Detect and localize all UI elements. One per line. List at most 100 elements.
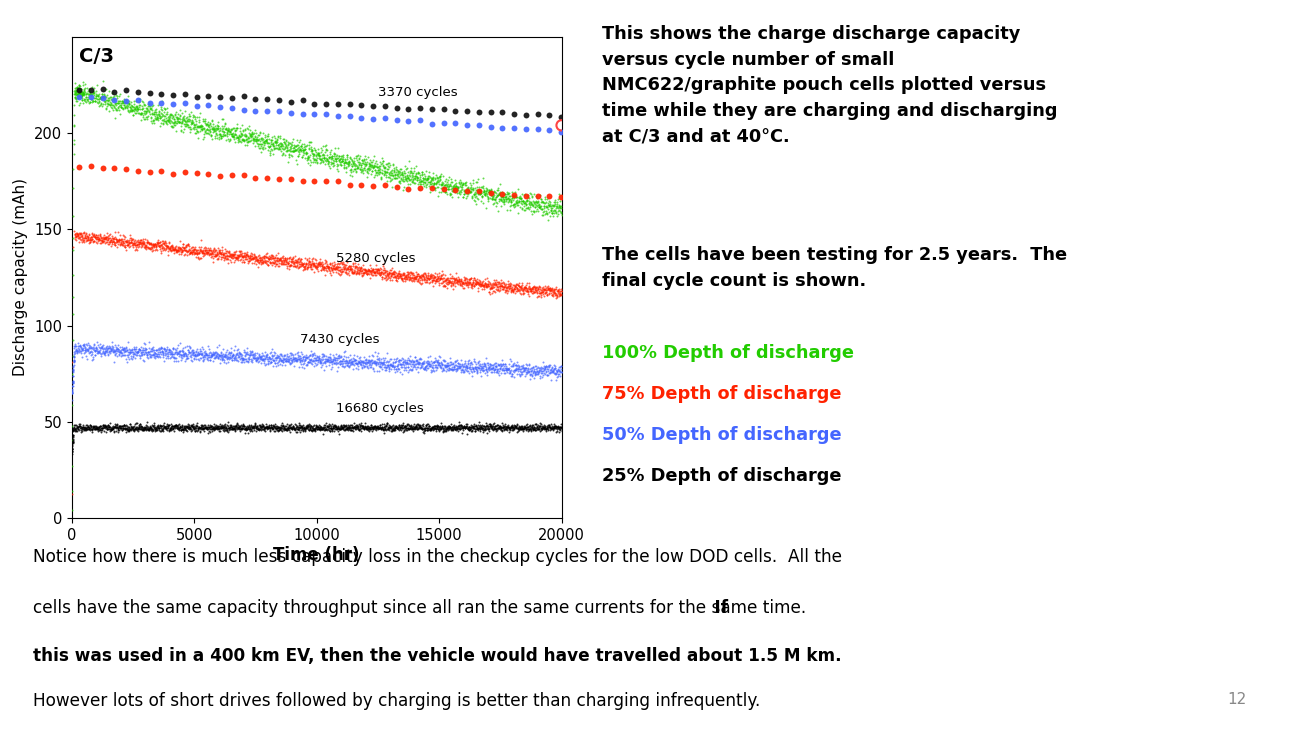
Point: [266, 420, 287, 431]
Point: [212, 352, 232, 364]
Point: [78, 237, 99, 248]
Point: [350, 356, 371, 368]
Point: [311, 257, 332, 269]
Point: [406, 421, 427, 433]
Point: [61, 386, 82, 398]
Point: [538, 420, 559, 432]
Point: [340, 170, 360, 182]
Point: [137, 237, 158, 248]
Point: [317, 154, 338, 166]
Point: [368, 359, 389, 371]
Point: [474, 278, 495, 290]
Point: [407, 268, 428, 279]
Point: [238, 123, 259, 135]
Point: [512, 195, 533, 207]
Point: [466, 278, 487, 290]
Point: [434, 183, 454, 195]
Point: [306, 420, 326, 432]
Point: [137, 416, 158, 428]
Point: [475, 364, 496, 376]
Point: [462, 363, 483, 375]
Point: [151, 108, 172, 120]
Point: [308, 423, 329, 435]
Point: [312, 256, 333, 268]
Point: [189, 114, 210, 126]
Point: [390, 424, 411, 436]
Point: [353, 267, 374, 279]
Point: [276, 352, 296, 364]
Point: [80, 346, 101, 358]
Point: [98, 343, 119, 354]
Point: [532, 286, 552, 298]
Point: [496, 420, 517, 432]
Point: [426, 177, 447, 189]
Point: [470, 360, 491, 372]
Point: [499, 282, 520, 294]
Point: [196, 348, 217, 359]
Point: [238, 421, 259, 433]
Point: [209, 348, 230, 360]
Point: [302, 145, 323, 157]
Point: [256, 421, 277, 433]
Point: [550, 289, 571, 301]
Point: [246, 422, 266, 434]
Point: [183, 109, 204, 121]
Point: [296, 262, 317, 273]
Point: [268, 143, 289, 155]
Point: [334, 154, 355, 165]
Point: [445, 274, 466, 286]
Point: [176, 421, 197, 433]
Point: [538, 200, 559, 212]
Point: [290, 422, 311, 434]
Point: [78, 232, 99, 244]
Point: [343, 359, 364, 370]
Point: [326, 365, 347, 376]
Point: [454, 179, 475, 191]
Point: [332, 360, 353, 372]
Point: [435, 270, 456, 282]
Point: [379, 157, 400, 169]
Point: [193, 123, 214, 135]
Point: [187, 348, 208, 360]
Point: [252, 354, 273, 365]
Point: [97, 98, 118, 110]
Point: [499, 426, 520, 438]
Point: [155, 422, 176, 434]
Point: [477, 365, 498, 377]
Point: [421, 365, 441, 376]
Point: [150, 247, 171, 259]
Point: [526, 204, 547, 215]
Point: [187, 422, 208, 434]
Point: [316, 154, 337, 166]
Point: [214, 420, 235, 431]
Point: [199, 118, 219, 129]
Point: [404, 273, 424, 284]
Point: [195, 248, 215, 260]
Point: [136, 111, 157, 123]
Point: [362, 420, 383, 432]
Point: [492, 358, 513, 370]
Point: [538, 287, 559, 298]
Point: [349, 264, 370, 276]
Point: [218, 251, 239, 262]
Point: [120, 236, 141, 248]
Point: [119, 348, 140, 359]
Point: [82, 96, 103, 107]
Point: [502, 360, 522, 372]
Point: [396, 163, 417, 175]
Point: [343, 420, 364, 432]
Point: [238, 250, 259, 262]
Point: [435, 424, 456, 436]
Point: [499, 422, 520, 434]
Point: [67, 422, 88, 434]
Point: [274, 143, 295, 155]
Point: [201, 420, 222, 431]
Point: [413, 270, 434, 282]
Point: [215, 249, 236, 261]
Point: [456, 422, 477, 434]
Point: [434, 420, 454, 431]
Point: [340, 265, 360, 276]
Point: [227, 123, 248, 135]
Point: [363, 365, 384, 377]
Point: [492, 187, 513, 199]
